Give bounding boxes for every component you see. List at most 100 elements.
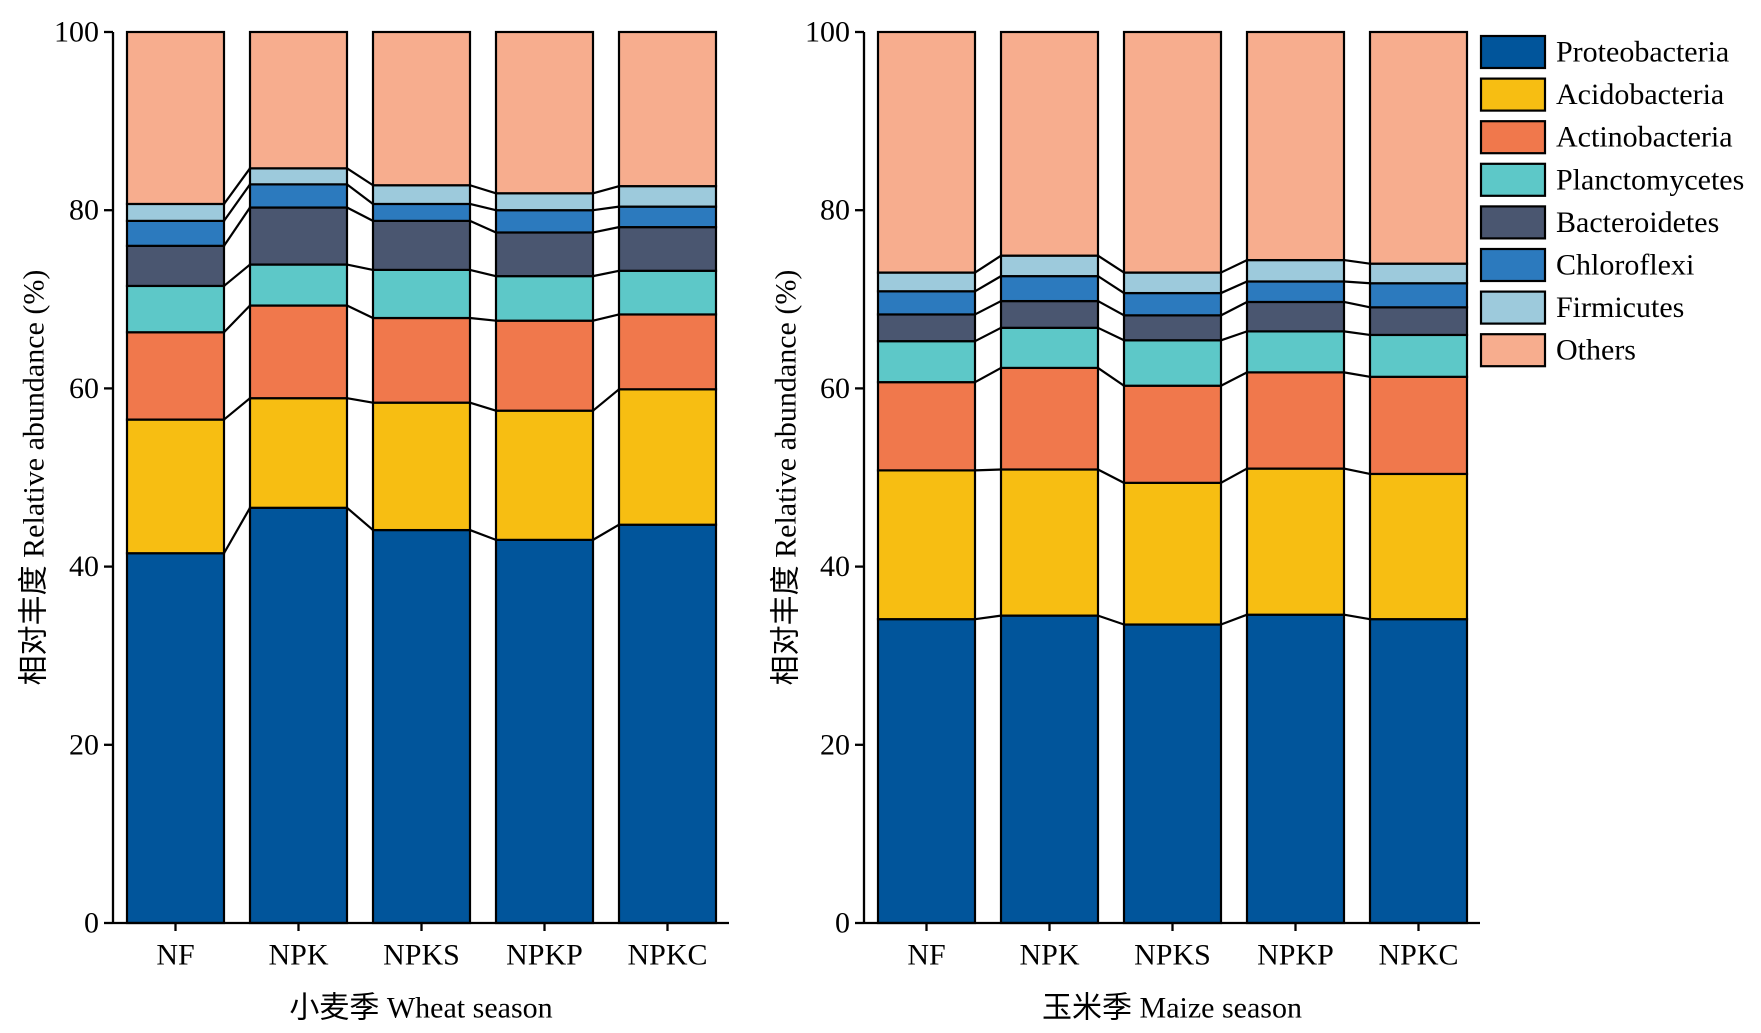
bar-segment-others-nf — [876, 30, 977, 274]
bar-segment-proteobacteria-npk — [999, 614, 1100, 925]
bar-segment-proteobacteria-npkp — [494, 538, 595, 925]
bar-segment-chloroflexi-npks — [1122, 291, 1223, 317]
legend-swatch — [1479, 77, 1547, 112]
stacked-bar-npk — [999, 30, 1100, 925]
bar-segment-bacteroidetes-npkc — [617, 226, 718, 272]
connector-line-acidobacteria — [974, 468, 1002, 472]
y-tick-label: 100 — [54, 16, 99, 49]
bar-segment-proteobacteria-npks — [1122, 623, 1223, 925]
bar-segment-chloroflexi-npkc — [617, 205, 718, 229]
connector-line-chloroflexi — [223, 183, 251, 222]
connector-line-firmicutes — [974, 254, 1002, 274]
legend-label: Bacteroidetes — [1556, 206, 1719, 239]
connector-line-chloroflexi — [346, 183, 374, 205]
connector-lines — [974, 254, 1371, 626]
y-axis-title: 相对丰度 Relative abundance (%) — [770, 270, 803, 686]
connector-line-bacteroidetes — [223, 206, 251, 247]
connector-lines — [223, 167, 620, 554]
x-category-label-npkp: NPKP — [506, 939, 583, 972]
bar-segment-actinobacteria-npk — [248, 304, 349, 400]
bar-segment-firmicutes-npk — [999, 254, 1100, 278]
stacked-bar-nf — [125, 30, 226, 925]
connector-line-actinobacteria — [346, 304, 374, 320]
connector-line-actinobacteria — [974, 366, 1002, 384]
connector-line-firmicutes — [469, 184, 497, 195]
connector-line-actinobacteria — [469, 316, 497, 322]
x-axis-title: 玉米季 Maize season — [1042, 992, 1302, 1025]
x-category-label-npkc: NPKC — [627, 939, 707, 972]
bar-segment-firmicutes-npkp — [494, 192, 595, 212]
legend-swatch — [1479, 162, 1547, 197]
connector-line-bacteroidetes — [1097, 300, 1125, 317]
bar-segment-bacteroidetes-nf — [125, 244, 226, 288]
bar-segment-actinobacteria-npkc — [1368, 375, 1469, 476]
wheat-season-panel: 0 20 40 60 80 100 NF NPK NPKS NPKP NPKC 小麦季 Wheat s… — [18, 16, 729, 1025]
y-tick-label: 0 — [835, 907, 850, 940]
legend-label: Acidobacteria — [1556, 78, 1724, 111]
connector-line-actinobacteria — [592, 313, 620, 322]
connector-line-chloroflexi — [1343, 280, 1371, 285]
connector-line-planctomycetes — [346, 263, 374, 271]
bar-segment-actinobacteria-nf — [876, 381, 977, 472]
connector-line-bacteroidetes — [592, 226, 620, 234]
connector-line-acidobacteria — [1220, 467, 1248, 484]
bar-segment-chloroflexi-nf — [876, 290, 977, 316]
connector-line-proteobacteria — [1097, 614, 1125, 626]
legend-swatch — [1479, 34, 1547, 70]
connector-line-acidobacteria — [1343, 467, 1371, 476]
bar-segment-proteobacteria-npkp — [1245, 613, 1346, 925]
bars — [876, 30, 1469, 925]
bar-segment-bacteroidetes-npkc — [1368, 306, 1469, 337]
bar-segment-proteobacteria-npk — [248, 506, 349, 925]
legend-swatch — [1479, 290, 1547, 325]
y-tick-label: 60 — [820, 372, 850, 405]
bar-segment-planctomycetes-nf — [125, 284, 226, 334]
bar-segment-proteobacteria-nf — [125, 552, 226, 925]
legend-label: Others — [1556, 334, 1636, 367]
y-tick-label: 40 — [820, 550, 850, 583]
legend-label: Firmicutes — [1556, 291, 1684, 324]
legend-item-firmicutes: Firmicutes — [1479, 290, 1684, 325]
stacked-bar-npkp — [494, 30, 595, 925]
bar-segment-planctomycetes-npkp — [1245, 330, 1346, 374]
x-axis-title: 小麦季 Wheat season — [289, 992, 552, 1025]
connector-line-acidobacteria — [592, 388, 620, 412]
axes: 0 20 40 60 80 100 NF NPK NPKS NPKP NPKC 玉米季 Maize s… — [770, 16, 1480, 1025]
bar-segment-chloroflexi-npk — [999, 275, 1100, 303]
legend-swatch — [1479, 333, 1547, 368]
connector-line-firmicutes — [223, 167, 251, 205]
stacked-bar-npkc — [1368, 30, 1469, 925]
legend-item-planctomycetes: Planctomycetes — [1479, 162, 1744, 197]
connector-line-proteobacteria — [974, 614, 1002, 621]
x-category-label-nf: NF — [907, 939, 945, 972]
connector-line-planctomycetes — [592, 269, 620, 278]
bar-segment-proteobacteria-npks — [371, 528, 472, 925]
stacked-bar-npks — [1122, 30, 1223, 925]
connector-line-acidobacteria — [346, 397, 374, 404]
legend-item-proteobacteria: Proteobacteria — [1479, 34, 1729, 70]
bar-segment-acidobacteria-npkc — [1368, 472, 1469, 621]
bar-segment-planctomycetes-npkc — [617, 269, 718, 316]
bar-segment-acidobacteria-npk — [999, 468, 1100, 617]
legend-label: Planctomycetes — [1556, 163, 1744, 196]
connector-line-planctomycetes — [223, 263, 251, 287]
bar-segment-acidobacteria-npks — [1122, 481, 1223, 626]
y-tick-label: 20 — [69, 728, 99, 761]
y-tick-label: 40 — [69, 550, 99, 583]
connector-line-proteobacteria — [1220, 613, 1248, 626]
bar-segment-others-npks — [371, 30, 472, 187]
connector-line-planctomycetes — [1343, 330, 1371, 337]
connector-line-actinobacteria — [1343, 371, 1371, 378]
connector-line-firmicutes — [1220, 259, 1248, 274]
bar-segment-actinobacteria-npkc — [617, 313, 718, 391]
y-tick-label: 0 — [84, 907, 99, 940]
bar-segment-acidobacteria-nf — [125, 418, 226, 555]
legend: Proteobacteria Acidobacteria Actinobacteri… — [1479, 34, 1744, 368]
connector-line-acidobacteria — [469, 401, 497, 412]
legend-item-bacteroidetes: Bacteroidetes — [1479, 205, 1719, 240]
stacked-bar-nf — [876, 30, 977, 925]
x-category-label-npk: NPK — [1019, 939, 1079, 972]
y-tick-label: 80 — [820, 194, 850, 227]
connector-line-proteobacteria — [469, 529, 497, 541]
